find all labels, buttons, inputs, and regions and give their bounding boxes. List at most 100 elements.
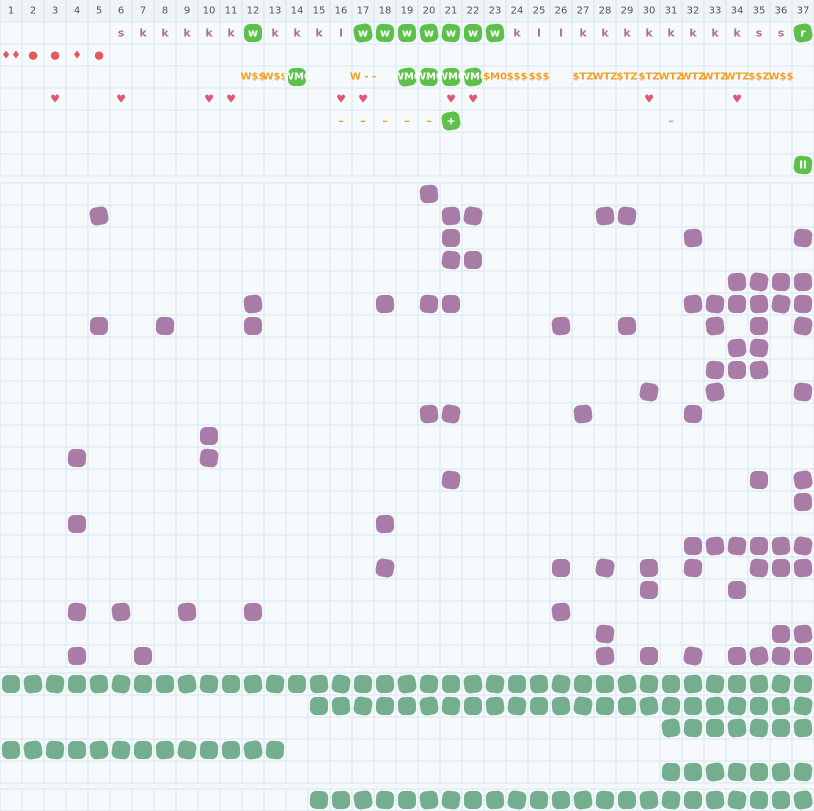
green-blob [551, 696, 571, 716]
green-blob [221, 674, 241, 694]
purple-blob [771, 646, 791, 666]
purple-blob [771, 536, 791, 556]
cell-label: WM0 [393, 72, 421, 83]
cell-label: w [490, 27, 500, 40]
cell-label: – [426, 115, 432, 128]
badge [419, 67, 439, 87]
purple-blob [463, 250, 483, 270]
purple-blob [749, 338, 769, 358]
badge [485, 23, 505, 43]
purple-blob [441, 206, 461, 226]
green-blob [463, 696, 483, 716]
badge [793, 155, 813, 175]
cell-label: $TZ [638, 72, 659, 83]
purple-blob [727, 646, 747, 666]
green-blob [221, 740, 241, 760]
cell-label: k [315, 27, 323, 40]
green-blob [727, 762, 747, 782]
purple-blob [705, 382, 725, 402]
cell-label: ♦♦ [1, 49, 21, 62]
cell-label: k [645, 27, 653, 40]
cell-label: – [338, 115, 344, 128]
green-blob [441, 674, 461, 694]
green-blob [309, 696, 329, 716]
column-number: 16 [335, 6, 348, 17]
cell-label: w [380, 27, 390, 40]
green-blob [749, 696, 769, 716]
purple-blob [551, 602, 571, 622]
purple-blob [771, 272, 791, 292]
cell-label: r [800, 27, 806, 40]
green-blob [749, 718, 769, 738]
purple-blob [419, 404, 439, 424]
column-number: 34 [731, 6, 744, 17]
column-number: 30 [643, 6, 656, 17]
green-blob [573, 696, 593, 716]
cell-label: ♥ [468, 93, 478, 106]
green-blob [353, 696, 373, 716]
cell-label: k [601, 27, 609, 40]
cell-label: WM0 [459, 72, 487, 83]
purple-blob [749, 558, 769, 578]
purple-blob [793, 536, 813, 556]
column-number: 14 [291, 6, 304, 17]
purple-blob [595, 558, 615, 578]
green-blob [485, 674, 505, 694]
cell-label: l [559, 27, 563, 40]
green-blob [331, 674, 351, 694]
purple-blob [727, 294, 747, 314]
column-number: 33 [709, 6, 722, 17]
purple-blob [793, 558, 813, 578]
cell-label: k [293, 27, 301, 40]
cell-label: W$$ [263, 72, 288, 83]
column-number: 35 [753, 6, 766, 17]
purple-blob [551, 558, 571, 578]
column-number: 3 [52, 6, 58, 17]
purple-blob [749, 646, 769, 666]
green-blob [265, 740, 285, 760]
column-number: 22 [467, 6, 480, 17]
purple-blob [617, 206, 637, 226]
purple-blob [551, 316, 571, 336]
green-blob [419, 790, 439, 810]
purple-blob [419, 184, 439, 204]
cell-label: ♥ [50, 93, 60, 106]
green-blob [397, 674, 417, 694]
purple-blob [617, 316, 637, 336]
purple-blob [749, 536, 769, 556]
green-blob [573, 674, 593, 694]
cell-label: k [579, 27, 587, 40]
cell-label: WTZ [724, 72, 749, 83]
purple-blob [793, 294, 813, 314]
green-blob [639, 790, 659, 810]
green-blob [485, 696, 505, 716]
green-blob [353, 674, 373, 694]
purple-blob [705, 294, 725, 314]
purple-blob [749, 470, 769, 490]
green-blob [23, 674, 43, 694]
green-blob [683, 762, 703, 782]
cell-label: WTZ [702, 72, 727, 83]
green-blob [683, 696, 703, 716]
column-number: 15 [313, 6, 326, 17]
cell-label: w [446, 27, 456, 40]
green-blob [441, 696, 461, 716]
purple-blob [793, 646, 813, 666]
green-blob [793, 696, 813, 716]
purple-blob [705, 360, 725, 380]
purple-blob [243, 316, 263, 336]
green-blob [243, 740, 263, 760]
cell-label: k [205, 27, 213, 40]
cell-label: ll [799, 159, 807, 172]
green-blob [705, 718, 725, 738]
green-blob [771, 718, 791, 738]
green-blob [507, 696, 527, 716]
cell-label: ● [50, 49, 60, 62]
badge [397, 67, 417, 87]
purple-blob [441, 294, 461, 314]
cell-label: k [161, 27, 169, 40]
green-blob [529, 790, 549, 810]
green-blob [727, 696, 747, 716]
purple-blob [199, 448, 219, 468]
purple-blob [639, 580, 659, 600]
